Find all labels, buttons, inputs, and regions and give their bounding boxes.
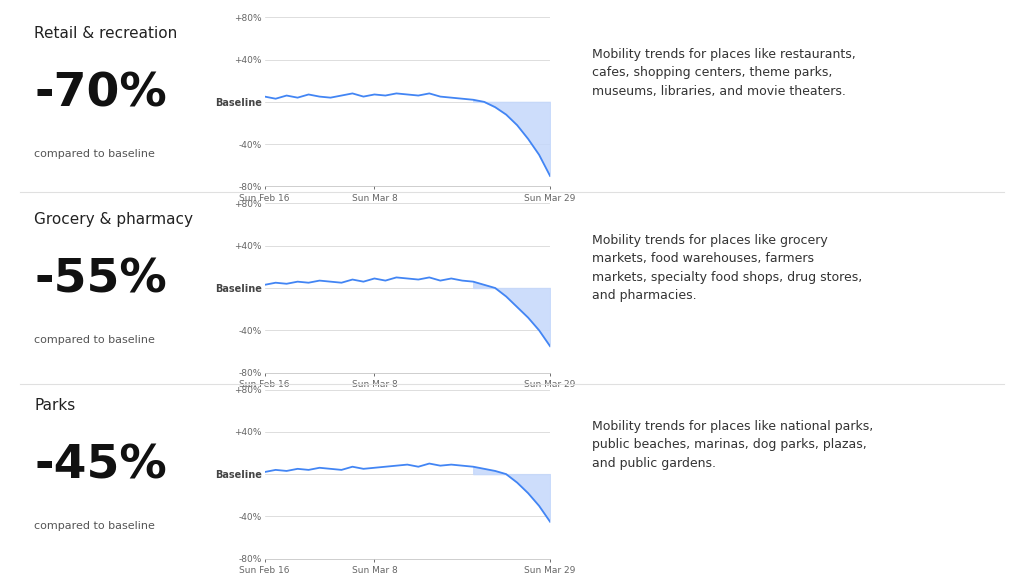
Text: Parks: Parks <box>34 398 76 413</box>
Text: -55%: -55% <box>34 257 167 302</box>
Text: Mobility trends for places like grocery
markets, food warehouses, farmers
market: Mobility trends for places like grocery … <box>592 234 862 302</box>
Text: -70%: -70% <box>34 71 167 116</box>
Text: Mobility trends for places like national parks,
public beaches, marinas, dog par: Mobility trends for places like national… <box>592 420 873 470</box>
Text: Mobility trends for places like restaurants,
cafes, shopping centers, theme park: Mobility trends for places like restaura… <box>592 48 856 98</box>
Text: -45%: -45% <box>34 444 167 488</box>
Text: Grocery & pharmacy: Grocery & pharmacy <box>34 212 194 227</box>
Text: compared to baseline: compared to baseline <box>34 149 155 159</box>
Text: compared to baseline: compared to baseline <box>34 335 155 346</box>
Text: Retail & recreation: Retail & recreation <box>34 26 177 41</box>
Text: compared to baseline: compared to baseline <box>34 521 155 532</box>
